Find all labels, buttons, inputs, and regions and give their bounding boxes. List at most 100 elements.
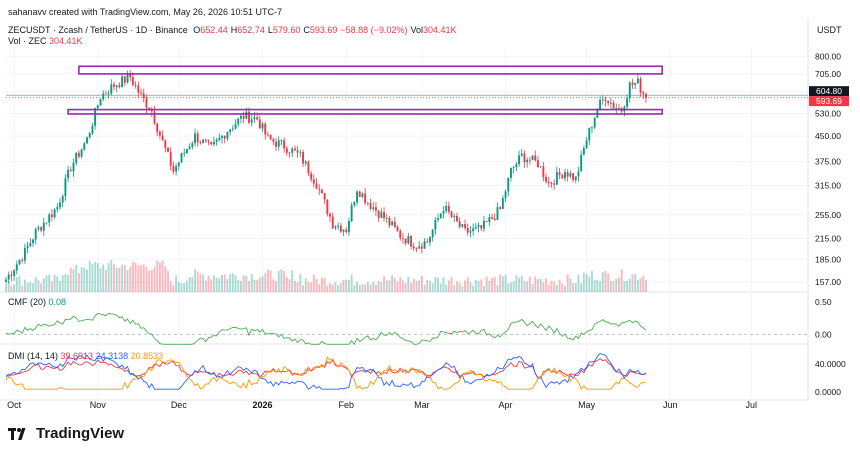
candle-body <box>140 92 142 94</box>
volume-bar <box>277 271 280 292</box>
candle-body <box>110 84 113 94</box>
volume-bar <box>169 280 172 292</box>
volume-bar <box>56 276 59 292</box>
candle-body <box>226 132 229 139</box>
candle-body <box>472 228 475 232</box>
volume-bar <box>86 269 88 292</box>
volume-bar <box>323 277 326 292</box>
candle-body <box>383 212 385 219</box>
candle-body <box>442 211 445 214</box>
dmi-tick-label: 0.0000 <box>815 387 841 397</box>
cmf-value: 0.08 <box>48 297 67 307</box>
candle-body <box>293 148 296 151</box>
volume-bar <box>315 278 318 292</box>
volume-bar <box>248 281 250 292</box>
volume-bar <box>242 275 245 292</box>
candle-body <box>531 155 534 160</box>
candle-body <box>466 227 469 233</box>
volume-bar <box>366 282 369 292</box>
candle-body <box>402 237 404 239</box>
volume-bar <box>188 276 191 292</box>
candle-body <box>113 84 115 87</box>
volume-bar <box>528 276 531 292</box>
dmi-label: DMI (14, 14) <box>8 351 59 361</box>
candle-body <box>555 172 558 185</box>
volume-bar <box>218 278 221 292</box>
volume-bar <box>501 276 504 292</box>
volume-bar <box>410 282 412 292</box>
candle-body <box>593 117 596 128</box>
candle-body <box>512 167 515 168</box>
candle-body <box>32 239 34 244</box>
volume-bar <box>88 260 91 292</box>
candle-body <box>83 143 86 150</box>
candle-body <box>566 172 569 177</box>
dmi-legend[interactable]: DMI (14, 14) 39.6913 24.3138 20.8533 <box>8 351 163 361</box>
candle-body <box>545 177 548 182</box>
candle-body <box>366 202 369 204</box>
candle-body <box>504 191 507 199</box>
volume-bar <box>474 280 477 292</box>
candle-body <box>558 172 561 175</box>
volume-bar <box>618 277 620 292</box>
candle-body <box>480 225 483 229</box>
candle-body <box>283 140 286 149</box>
volume-bar <box>339 282 342 292</box>
candle-body <box>67 169 70 179</box>
volume-bar <box>272 279 275 292</box>
volume-bar <box>369 284 372 292</box>
volume-bar <box>353 284 356 292</box>
candle-body <box>391 221 394 226</box>
candle-body <box>272 139 275 142</box>
candle-body <box>59 202 61 208</box>
candle-body <box>23 247 26 261</box>
volume-bar <box>591 271 593 292</box>
volume-bar <box>320 277 323 292</box>
candle-body <box>42 222 45 231</box>
volume-bar <box>83 267 86 292</box>
candle-body <box>345 229 348 233</box>
tradingview-logo[interactable]: TradingView <box>8 425 124 442</box>
ohlc-values: O652.44 H652.74 L579.60 C593.69 −58.88 (−9.0… <box>190 25 456 35</box>
volume-bar <box>129 266 132 292</box>
candle-body <box>591 127 593 129</box>
candle-body <box>99 99 102 106</box>
candle-body <box>385 217 388 219</box>
volume-bar <box>418 280 421 292</box>
dmi-adx-line <box>5 358 647 379</box>
tradingview-brand: TradingView <box>36 425 125 442</box>
price-badge-label: 593.69 <box>816 96 842 106</box>
candle-body <box>158 131 161 136</box>
volume-bar <box>172 284 175 292</box>
volume-bar <box>94 262 97 292</box>
volume-bar <box>628 278 631 292</box>
cmf-legend[interactable]: CMF (20) 0.08 <box>8 297 66 307</box>
candle-body <box>612 102 615 109</box>
candle-body <box>350 205 353 222</box>
candle-body <box>539 166 542 168</box>
volume-bar <box>572 283 575 292</box>
candle-body <box>183 152 186 154</box>
cmf-line <box>5 312 647 346</box>
time-tick-label: May <box>578 400 596 410</box>
candle-body <box>580 154 583 172</box>
candle-body <box>75 152 78 164</box>
symbol-legend[interactable]: ZECUSDT · Zcash / TetherUS · 1D · Binanc… <box>8 25 457 35</box>
volume-bar <box>558 279 561 292</box>
volume-bar <box>639 278 642 292</box>
candle-body <box>204 139 207 141</box>
candle-body <box>299 151 302 153</box>
volume-bar <box>296 282 299 292</box>
price-badge <box>809 86 849 97</box>
volume-legend[interactable]: Vol · ZEC 304.41K <box>8 36 83 46</box>
volume-bar <box>61 275 64 292</box>
candle-body <box>48 214 51 223</box>
candle-body <box>118 85 121 88</box>
candle-body <box>404 238 407 244</box>
candle-body <box>77 152 80 157</box>
volume-bar <box>342 280 345 292</box>
volume-bar <box>626 280 629 292</box>
candle-body <box>393 221 396 227</box>
candle-body <box>275 141 277 147</box>
